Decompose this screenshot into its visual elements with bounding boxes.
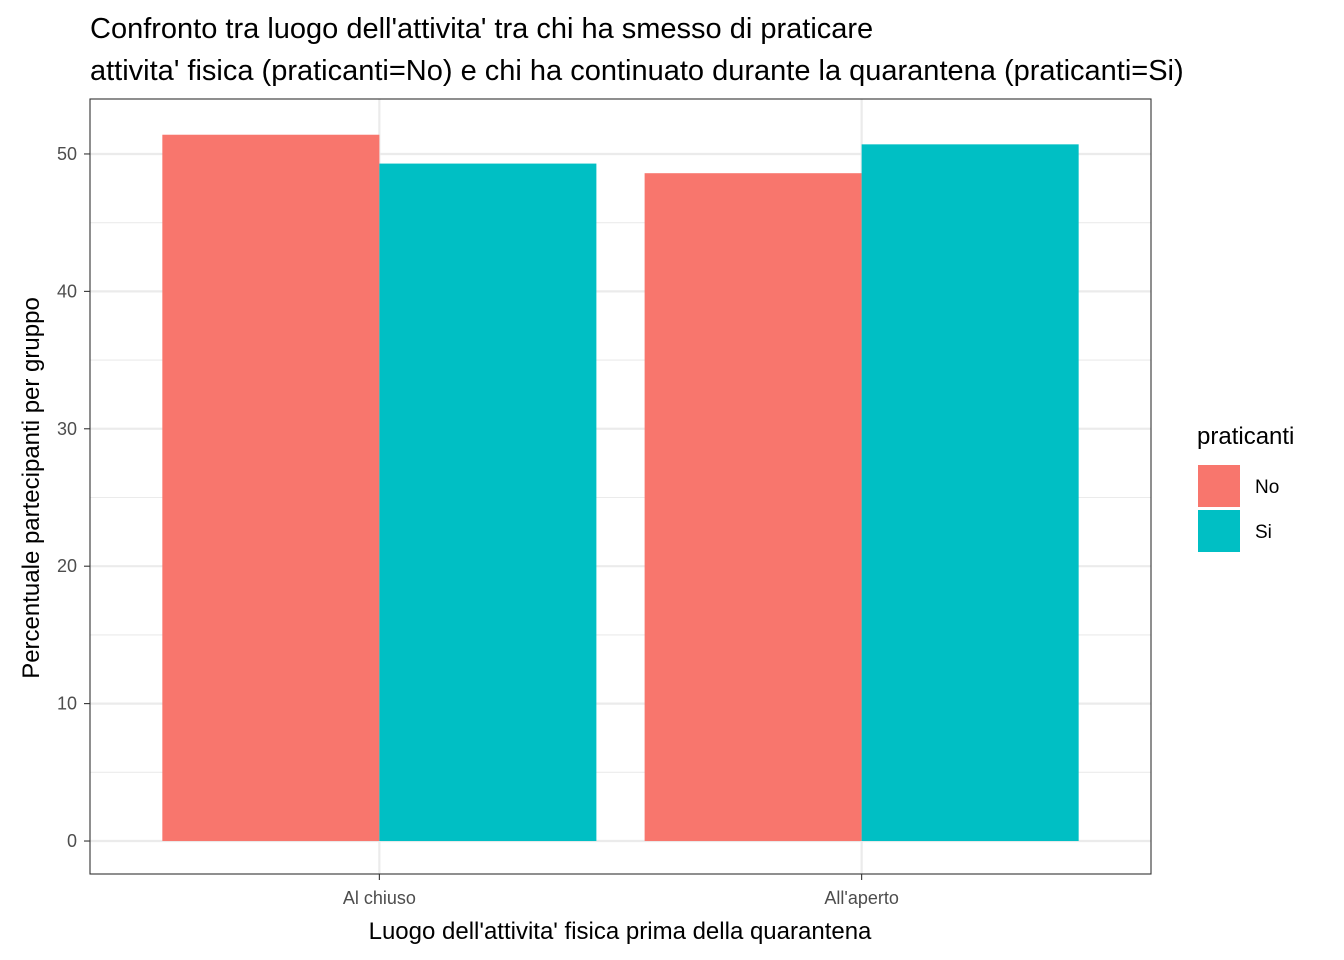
y-tick-label: 10: [57, 694, 77, 714]
legend-label-si: Si: [1255, 522, 1272, 543]
bar-no-1: [162, 134, 380, 842]
legend-key-no: [1198, 465, 1240, 507]
y-tick-label: 40: [57, 281, 77, 301]
legend-entries: No Si: [1198, 465, 1279, 552]
y-tick-label: 30: [57, 419, 77, 439]
bar-si-1: [379, 163, 597, 842]
legend: praticanti No Si: [1197, 423, 1294, 552]
x-axis-title: Luogo dell'attivita' fisica prima della …: [369, 918, 872, 945]
panel-border: [89, 98, 1152, 875]
y-tick-label: 20: [57, 556, 77, 576]
y-tick-label: 0: [67, 831, 77, 851]
plot-area: 0 10 20 30 40 50 Al chiuso All'aperto: [57, 98, 1152, 908]
x-tick-label: All'aperto: [824, 888, 898, 908]
legend-key-si: [1198, 510, 1240, 552]
chart-subtitle: attivita' fisica (praticanti=No) e chi h…: [90, 55, 1184, 87]
y-tick-label: 50: [57, 144, 77, 164]
bar-no-2: [644, 173, 862, 842]
chart-title: Confronto tra luogo dell'attivita' tra c…: [90, 13, 873, 45]
x-tick-label: Al chiuso: [343, 888, 416, 908]
y-axis-title: Percentuale partecipanti per gruppo: [18, 297, 45, 679]
bar-si-2: [861, 144, 1079, 842]
legend-title: praticanti: [1197, 423, 1294, 450]
legend-label-no: No: [1255, 477, 1279, 498]
